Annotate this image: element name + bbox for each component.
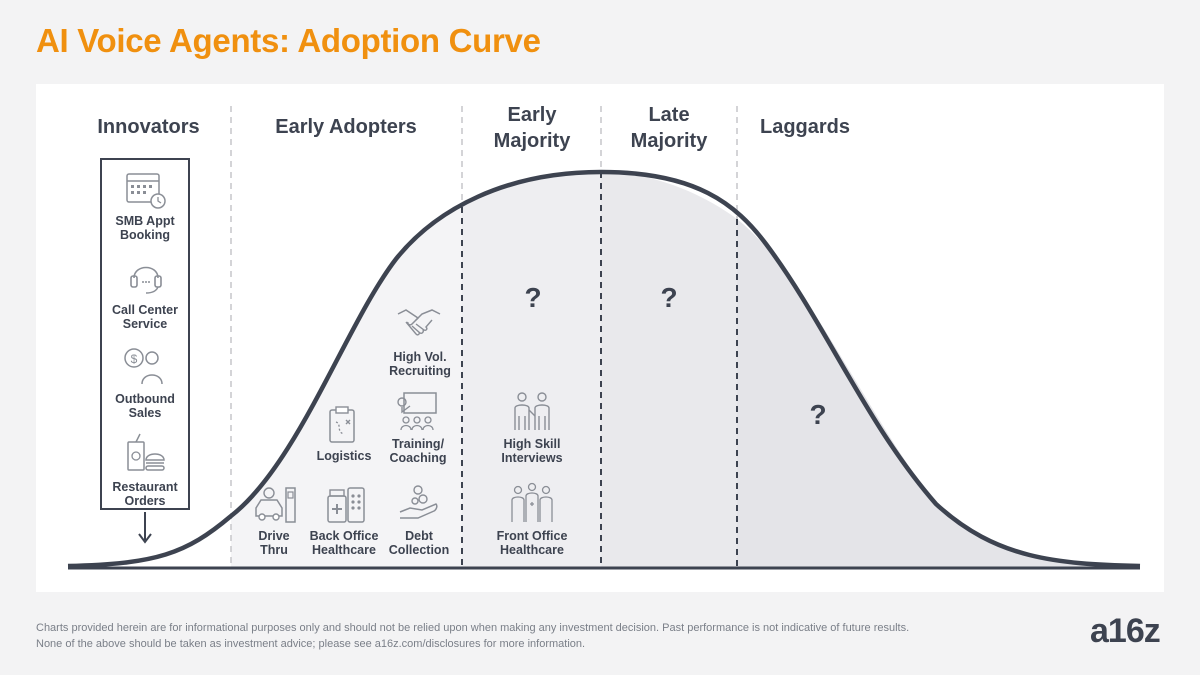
fast-food-icon <box>127 433 165 471</box>
adoption-curve-panel: Innovators Early Adopters Early Majority… <box>36 84 1164 592</box>
segment-early-adopters: Early Adopters <box>275 116 417 138</box>
item-front-office-healthcare: Front Office Healthcare <box>496 529 568 557</box>
laggards-unknown: ? <box>809 399 827 430</box>
medical-staff-icon <box>511 482 553 522</box>
late-majority-unknown: ? <box>660 282 678 313</box>
item-high-vol-recruiting: High Vol. Recruiting <box>389 350 451 378</box>
car-drive-thru-icon <box>255 487 296 523</box>
item-drive-thru: Drive Thru <box>258 529 290 557</box>
innovators-box <box>100 158 190 510</box>
medicine-bottles-icon <box>327 487 365 523</box>
disclaimer-line: None of the above should be taken as inv… <box>36 638 586 650</box>
handshake-icon <box>397 309 441 336</box>
disclaimer-line: Charts provided herein are for informati… <box>36 622 910 634</box>
item-restaurant-orders: Restaurant Orders <box>112 480 178 508</box>
item-back-office-healthcare: Back Office Healthcare <box>309 529 379 557</box>
laggards-fill <box>737 219 1140 568</box>
item-training-coaching: Training/ Coaching <box>389 437 447 465</box>
early-adopters-fill <box>231 207 462 568</box>
arrow-head <box>138 533 152 544</box>
adoption-curve <box>67 169 1141 569</box>
disclaimer: Charts provided herein are for informati… <box>36 620 909 652</box>
item-outbound-sales: Outbound Sales <box>115 392 175 420</box>
bell-curve-diagram <box>67 106 1141 570</box>
item-debt-collection: Debt Collection <box>388 529 450 557</box>
salesperson-dollar-icon: $ <box>124 348 163 385</box>
item-logistics: Logistics <box>316 449 372 463</box>
svg-text:$: $ <box>131 352 138 366</box>
segment-late-majority: Late Majority <box>630 104 708 152</box>
late-majority-fill <box>601 172 737 568</box>
calendar-clock-icon <box>126 173 166 209</box>
early-majority-unknown: ? <box>524 282 542 313</box>
interview-people-icon <box>514 392 550 430</box>
clipboard-route-icon <box>329 406 355 443</box>
page-title: AI Voice Agents: Adoption Curve <box>36 22 541 59</box>
headset-icon <box>130 266 162 294</box>
item-smb-appt-booking: SMB Appt Booking <box>115 214 175 242</box>
a16z-logo: a16z <box>1090 612 1161 650</box>
item-call-center-service: Call Center Service <box>112 303 178 331</box>
segment-early-majority: Early Majority <box>493 104 571 152</box>
hand-coins-icon <box>399 485 438 519</box>
early-majority-fill <box>462 172 601 568</box>
presentation-icon <box>397 392 437 431</box>
item-high-skill-interviews: High Skill Interviews <box>501 437 563 465</box>
segment-innovators: Innovators <box>97 116 200 138</box>
segment-laggards: Laggards <box>759 116 851 138</box>
